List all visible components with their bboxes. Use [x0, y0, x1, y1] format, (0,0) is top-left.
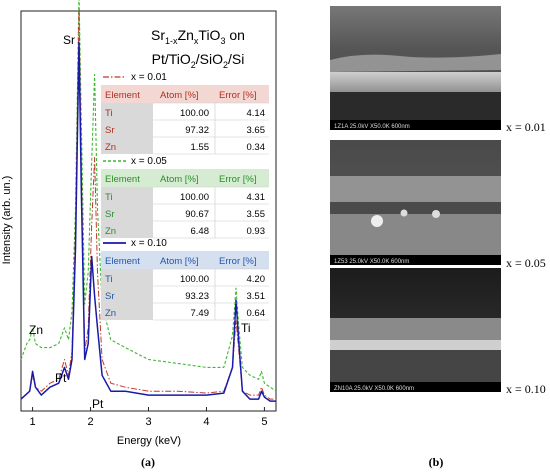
sem-image-x001: 1Z1A 25.0kV X50.0K 600nm	[330, 6, 501, 130]
table-element-col-bg	[101, 269, 153, 320]
table-header-cell: Atom [%]	[160, 256, 199, 267]
legend-label-x010: x = 0.10	[131, 238, 167, 249]
peak-label-pt-1: Pt	[55, 371, 67, 385]
sem-film-edge	[330, 340, 501, 350]
sem-substrate	[330, 350, 501, 382]
table-x001: x = 0.01 Element Atom [%] Error [%] Ti 1…	[101, 72, 269, 155]
peak-label-sr: Sr	[63, 33, 75, 47]
sem-info-text: 1Z53 25.0kV X50.0K 600nm	[334, 259, 409, 265]
table-cell: Sr	[105, 291, 115, 302]
sample-title-line-2: Pt/TiO2/SiO2/Si	[152, 51, 245, 70]
table-cell: 6.48	[191, 226, 210, 237]
sem-image-x010: ZN10A 25.0kV X50.0K 600nm	[330, 268, 501, 392]
sem-caption-x001: x = 0.01	[506, 120, 546, 134]
table-header-cell: Element	[105, 256, 140, 267]
sem-film-layer	[330, 176, 501, 202]
x-tick-layer: 1 2 3 4 5	[30, 407, 267, 428]
panel-a-label: (a)	[141, 455, 155, 469]
sample-title-line-1: Sr1-xZnxTiO3 on	[151, 27, 245, 46]
x-tick-label: 2	[87, 416, 93, 428]
sem-info-text: 1Z1A 25.0kV X50.0K 600nm	[334, 124, 410, 130]
sem-info-bar	[330, 255, 501, 265]
sem-substrate	[330, 92, 501, 120]
table-header-bg	[101, 169, 269, 187]
x-tick-label: 5	[261, 416, 267, 428]
sem-caption-x005: x = 0.05	[506, 256, 546, 270]
table-cell: 3.65	[247, 125, 266, 136]
table-header-cell: Atom [%]	[160, 174, 199, 185]
x-tick-label: 1	[30, 416, 36, 428]
panel-b-label: (b)	[429, 455, 444, 469]
table-cell: 3.51	[247, 291, 266, 302]
table-header-cell: Error [%]	[219, 90, 256, 101]
table-header-cell: Error [%]	[219, 256, 256, 267]
table-cell: 0.34	[247, 142, 266, 153]
table-cell: Sr	[105, 209, 115, 220]
table-cell: 0.64	[247, 308, 266, 319]
table-header-cell: Element	[105, 174, 140, 185]
table-cell: Zn	[105, 142, 116, 153]
table-element-col-bg	[101, 187, 153, 238]
x-tick-label: 4	[203, 416, 209, 428]
table-cell: 100.00	[180, 192, 209, 203]
sem-info-text: ZN10A 25.0kV X50.0K 600nm	[334, 386, 414, 392]
series-line-001	[20, 10, 276, 400]
sem-film-layer	[330, 318, 501, 340]
table-cell: 3.55	[247, 209, 266, 220]
table-element-col-bg	[101, 103, 153, 154]
table-cell: 100.00	[180, 108, 209, 119]
table-cell: 93.23	[185, 291, 209, 302]
series-line-010	[20, 41, 276, 402]
legend-label-x001: x = 0.01	[131, 72, 167, 83]
table-header-bg	[101, 251, 269, 269]
sem-film-cross-section	[330, 72, 501, 92]
table-cell: Ti	[105, 108, 113, 119]
y-axis-label: Intensity (arb. un.)	[1, 176, 13, 265]
sem-substrate	[330, 214, 501, 255]
sem-particle	[432, 210, 440, 218]
table-cell: 100.00	[180, 274, 209, 285]
sem-image-x005: 1Z53 25.0kV X50.0K 600nm	[330, 140, 501, 265]
sem-particle	[400, 209, 408, 217]
peak-label-pt-2: Pt	[92, 397, 104, 411]
sem-particle	[371, 215, 383, 227]
table-cell: Zn	[105, 308, 116, 319]
sem-info-bar	[330, 382, 501, 392]
table-cell: Ti	[105, 192, 113, 203]
peak-label-ti: Ti	[241, 321, 251, 335]
table-cell: Zn	[105, 226, 116, 237]
table-cell: 90.67	[185, 209, 209, 220]
table-cell: 0.93	[247, 226, 266, 237]
table-header-cell: Element	[105, 90, 140, 101]
table-cell: Ti	[105, 274, 113, 285]
table-cell: 97.32	[185, 125, 209, 136]
legend-label-x005: x = 0.05	[131, 156, 167, 167]
series-layer	[20, 0, 277, 402]
peak-label-zn: Zn	[29, 323, 43, 337]
sem-info-bar	[330, 120, 501, 130]
table-cell: 4.31	[247, 192, 266, 203]
table-header-cell: Atom [%]	[160, 90, 199, 101]
table-x005: x = 0.05 Element Atom [%] Error [%] Ti 1…	[101, 156, 269, 239]
x-axis-label: Energy (keV)	[117, 435, 181, 447]
x-tick-label: 3	[145, 416, 151, 428]
table-cell: 1.55	[191, 142, 210, 153]
table-cell: 4.14	[247, 108, 266, 119]
sem-film-layer	[330, 54, 501, 72]
table-header-bg	[101, 85, 269, 103]
composition-tables: x = 0.01 Element Atom [%] Error [%] Ti 1…	[101, 72, 269, 321]
sem-caption-x010: x = 0.10	[506, 382, 546, 396]
table-x010: x = 0.10 Element Atom [%] Error [%] Ti 1…	[101, 238, 269, 321]
sem-interface	[330, 202, 501, 214]
table-cell: 4.20	[247, 274, 266, 285]
table-header-cell: Error [%]	[219, 174, 256, 185]
table-cell: 7.49	[191, 308, 210, 319]
table-cell: Sr	[105, 125, 115, 136]
